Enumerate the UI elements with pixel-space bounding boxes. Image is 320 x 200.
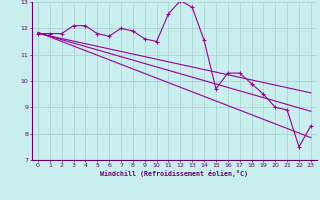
- X-axis label: Windchill (Refroidissement éolien,°C): Windchill (Refroidissement éolien,°C): [100, 170, 248, 177]
